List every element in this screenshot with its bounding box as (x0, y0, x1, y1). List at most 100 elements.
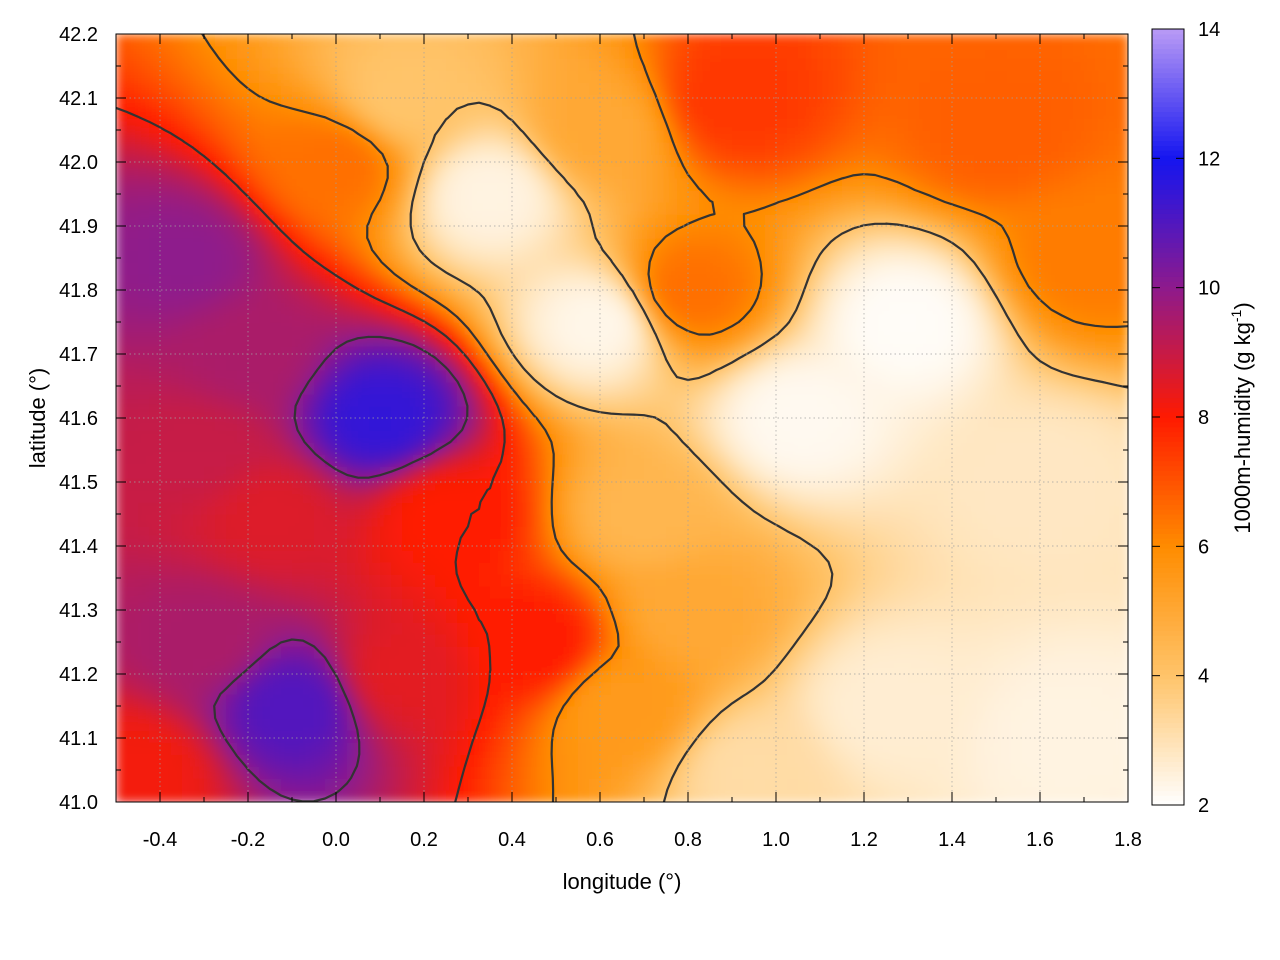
heat-cell (798, 730, 810, 743)
heat-cell (952, 262, 964, 275)
heat-cell (292, 682, 304, 695)
heat-cell (138, 502, 150, 515)
heat-cell (457, 718, 469, 731)
heat-cell (864, 382, 876, 395)
heat-cell (952, 682, 964, 695)
heat-cell (589, 478, 601, 491)
heat-cell (996, 598, 1008, 611)
heat-cell (1018, 622, 1030, 635)
heat-cell (336, 730, 348, 743)
heat-cell (556, 178, 568, 191)
heat-cell (248, 586, 260, 599)
heat-cell (831, 466, 843, 479)
heat-cell (1029, 322, 1041, 335)
heat-cell (446, 238, 458, 251)
heat-cell (853, 214, 865, 227)
heat-cell (281, 694, 293, 707)
heat-cell (1073, 634, 1085, 647)
heat-cell (369, 226, 381, 239)
heat-cell (1029, 178, 1041, 191)
heat-cell (490, 202, 502, 215)
heat-cell (523, 586, 535, 599)
heat-cell (754, 514, 766, 527)
heat-cell (798, 178, 810, 191)
heat-cell (545, 646, 557, 659)
heat-cell (941, 586, 953, 599)
heat-cell (248, 550, 260, 563)
heat-cell (820, 646, 832, 659)
heat-cell (985, 202, 997, 215)
heat-cell (1040, 406, 1052, 419)
heat-cell (435, 694, 447, 707)
heat-cell (534, 634, 546, 647)
heat-cell (204, 418, 216, 431)
heat-cell (512, 778, 524, 791)
heat-cell (1084, 586, 1096, 599)
heat-cell (941, 514, 953, 527)
heat-cell (160, 370, 172, 383)
heat-cell (160, 250, 172, 263)
heat-cell (325, 610, 337, 623)
heat-cell (358, 190, 370, 203)
heat-cell (1095, 358, 1107, 371)
heat-cell (325, 250, 337, 263)
heat-cell (567, 502, 579, 515)
heat-cell (479, 742, 491, 755)
heat-cell (710, 190, 722, 203)
heat-cell (435, 670, 447, 683)
heat-cell (930, 526, 942, 539)
heat-cell (875, 562, 887, 575)
heat-cell (809, 334, 821, 347)
heat-cell (215, 550, 227, 563)
heat-cell (798, 430, 810, 443)
heat-cell (754, 730, 766, 743)
heat-cell (314, 370, 326, 383)
heat-cell (226, 514, 238, 527)
heat-cell (743, 154, 755, 167)
heat-cell (347, 166, 359, 179)
heat-cell (578, 298, 590, 311)
heat-cell (831, 454, 843, 467)
heat-cell (479, 586, 491, 599)
heat-cell (1051, 526, 1063, 539)
heat-cell (545, 202, 557, 215)
heat-cell (171, 154, 183, 167)
heat-cell (952, 346, 964, 359)
heat-cell (468, 286, 480, 299)
heat-cell (534, 286, 546, 299)
heat-cell (468, 346, 480, 359)
heat-cell (171, 502, 183, 515)
heat-cell (930, 166, 942, 179)
heat-cell (974, 694, 986, 707)
heat-cell (402, 238, 414, 251)
heat-cell (512, 718, 524, 731)
heat-cell (116, 346, 128, 359)
heat-cell (1040, 754, 1052, 767)
heat-cell (875, 298, 887, 311)
heat-cell (314, 166, 326, 179)
heat-cell (534, 382, 546, 395)
heat-cell (303, 490, 315, 503)
heat-cell (490, 334, 502, 347)
heat-cell (358, 538, 370, 551)
heat-cell (831, 646, 843, 659)
heat-cell (336, 418, 348, 431)
heat-cell (1062, 766, 1074, 779)
heat-cell (435, 598, 447, 611)
heat-cell (952, 418, 964, 431)
heat-cell (490, 442, 502, 455)
heat-cell (1018, 478, 1030, 491)
heat-cell (446, 262, 458, 275)
heat-cell (996, 370, 1008, 383)
heat-cell (556, 682, 568, 695)
heat-cell (545, 382, 557, 395)
heat-cell (369, 214, 381, 227)
heat-cell (666, 406, 678, 419)
heat-cell (138, 754, 150, 767)
heat-cell (292, 454, 304, 467)
heat-cell (941, 442, 953, 455)
heat-cell (160, 178, 172, 191)
heat-cell (622, 790, 634, 802)
heat-cell (259, 562, 271, 575)
heat-cell (875, 394, 887, 407)
